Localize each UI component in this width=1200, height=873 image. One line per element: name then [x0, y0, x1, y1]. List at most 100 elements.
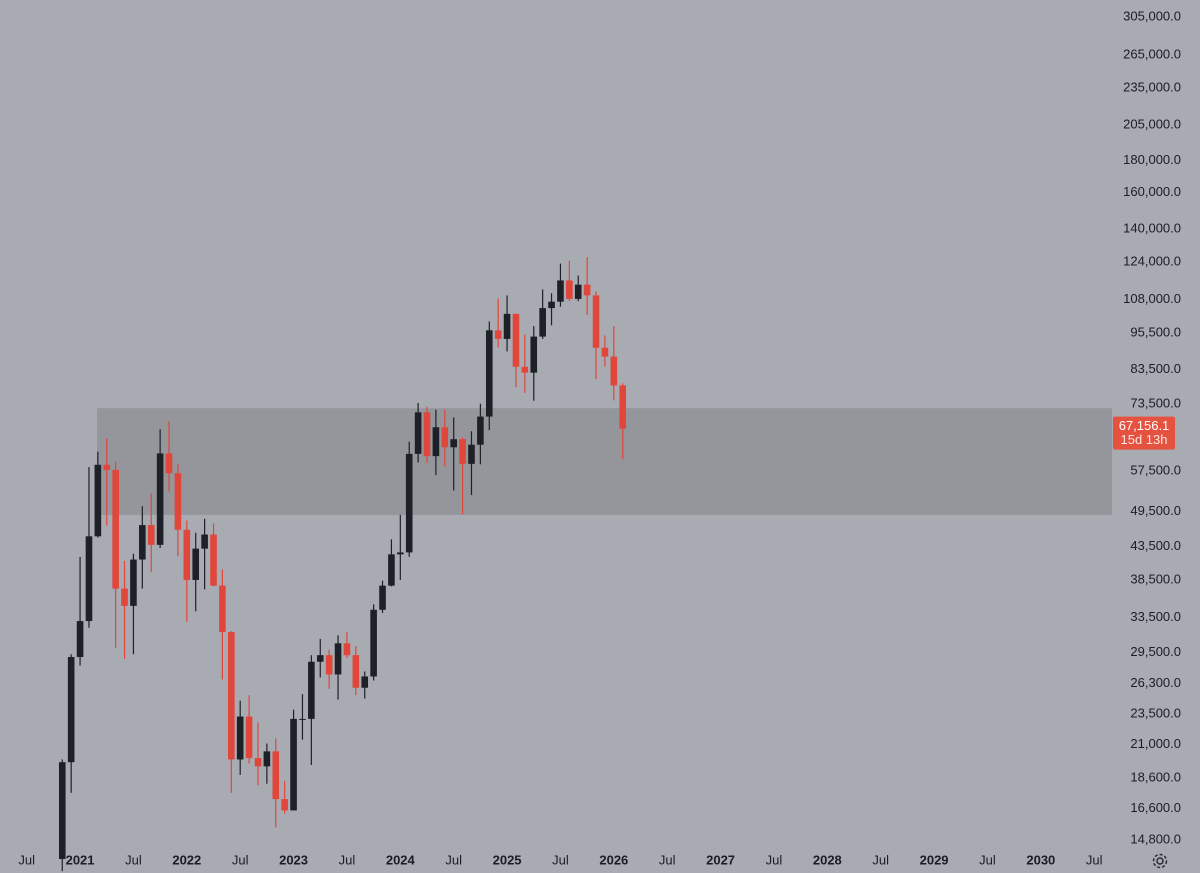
- candle: [379, 580, 386, 613]
- candle: [130, 553, 137, 655]
- y-tick-label: 265,000.0: [1123, 47, 1181, 62]
- body: [227, 631, 235, 760]
- body: [121, 588, 128, 606]
- candle: [58, 759, 66, 872]
- y-tick-label: 57,500.0: [1130, 462, 1181, 477]
- candle: [583, 257, 591, 315]
- x-tick-label: Jul: [232, 852, 249, 867]
- candle: [165, 421, 173, 492]
- x-tick-label: 2021: [66, 852, 95, 867]
- body: [450, 439, 457, 448]
- candle: [512, 313, 520, 388]
- y-tick-label: 95,500.0: [1130, 324, 1181, 339]
- candle: [156, 429, 164, 548]
- candle: [67, 654, 75, 793]
- candle: [503, 295, 511, 352]
- y-tick-label: 38,500.0: [1130, 571, 1181, 586]
- body: [592, 295, 600, 348]
- body: [468, 444, 475, 464]
- candle: [254, 722, 262, 786]
- candle: [441, 409, 449, 467]
- body: [183, 529, 191, 580]
- body: [316, 655, 324, 662]
- body: [574, 284, 582, 299]
- countdown: 15d 13h: [1121, 432, 1168, 447]
- body: [557, 280, 564, 302]
- candle: [397, 514, 404, 580]
- x-tick-label: 2022: [172, 852, 201, 867]
- y-tick-label: 29,500.0: [1130, 644, 1181, 659]
- candle: [94, 451, 102, 538]
- y-tick-label: 108,000.0: [1123, 291, 1181, 306]
- candle: [210, 523, 217, 587]
- y-tick-label: 49,500.0: [1130, 503, 1181, 518]
- candle: [459, 437, 466, 515]
- y-tick-label: 73,500.0: [1130, 396, 1181, 411]
- body: [361, 676, 369, 688]
- y-tick-label: 83,500.0: [1130, 361, 1181, 376]
- body: [112, 469, 119, 589]
- body: [299, 718, 306, 720]
- body: [548, 301, 555, 309]
- body: [423, 412, 431, 457]
- candle: [103, 438, 111, 526]
- candle: [450, 417, 457, 491]
- y-tick-label: 140,000.0: [1123, 220, 1181, 235]
- body: [58, 762, 66, 860]
- y-tick-label: 305,000.0: [1123, 8, 1181, 23]
- body: [219, 585, 226, 632]
- x-tick-label: 2030: [1026, 852, 1055, 867]
- body: [94, 464, 102, 537]
- candle: [468, 431, 475, 496]
- body: [325, 655, 333, 675]
- body: [477, 416, 484, 445]
- body: [263, 751, 271, 767]
- x-tick-label: 2028: [813, 852, 842, 867]
- x-tick-label: 2024: [386, 852, 416, 867]
- body: [245, 716, 253, 759]
- body: [76, 621, 84, 658]
- x-tick-label: 2026: [599, 852, 628, 867]
- candle: [290, 709, 297, 811]
- candle: [308, 655, 315, 765]
- x-tick-label: Jul: [1086, 852, 1103, 867]
- x-tick-label: Jul: [766, 852, 783, 867]
- body: [397, 552, 404, 555]
- candle: [112, 461, 119, 648]
- candle: [574, 275, 582, 302]
- candle: [557, 263, 564, 307]
- body: [539, 308, 546, 337]
- candle: [521, 334, 529, 393]
- body: [583, 284, 591, 296]
- x-tick-label: 2025: [493, 852, 522, 867]
- candle: [361, 671, 369, 699]
- body: [494, 330, 502, 339]
- body: [405, 453, 413, 553]
- candle: [316, 638, 324, 678]
- y-tick-label: 160,000.0: [1123, 184, 1181, 199]
- candle: [485, 321, 493, 431]
- candle: [539, 289, 546, 339]
- y-tick-label: 16,600.0: [1130, 800, 1181, 815]
- body: [67, 657, 75, 763]
- body: [343, 643, 351, 656]
- settings-icon[interactable]: [1152, 853, 1168, 869]
- body: [379, 585, 386, 610]
- candle: [183, 520, 191, 622]
- candle: [201, 518, 208, 590]
- candle: [610, 326, 618, 401]
- body: [281, 799, 288, 811]
- y-tick-label: 21,000.0: [1130, 736, 1181, 751]
- candle: [263, 743, 271, 784]
- candle: [423, 406, 431, 463]
- body: [610, 356, 618, 386]
- body: [601, 347, 609, 357]
- body: [503, 313, 511, 339]
- body: [388, 554, 395, 586]
- x-tick-label: 2027: [706, 852, 735, 867]
- candle: [334, 635, 342, 700]
- body: [308, 661, 315, 719]
- y-tick-label: 23,500.0: [1130, 706, 1181, 721]
- x-tick-label: Jul: [125, 852, 142, 867]
- body: [165, 453, 173, 474]
